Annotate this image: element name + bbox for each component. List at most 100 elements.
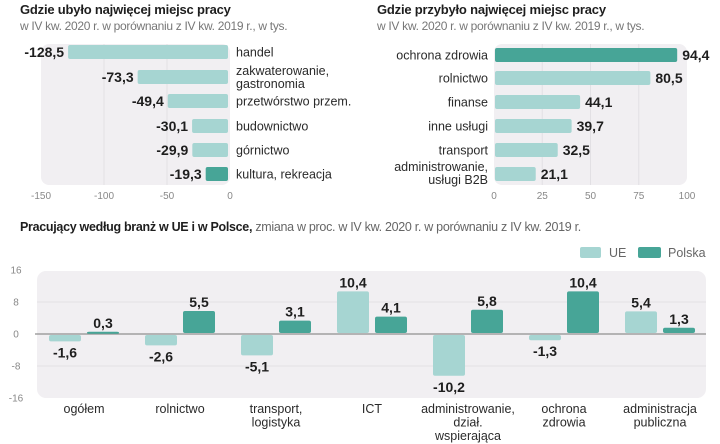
left-x-tick-label: -150 <box>31 191 51 202</box>
left-chart-subtitle: w IV kw. 2020 r. w porównaniu z IV kw. 2… <box>20 19 288 33</box>
right-x-tick-label: 50 <box>585 191 597 202</box>
bottom-y-tick-label: -8 <box>12 362 21 373</box>
left-category-label: przetwórstwo przem. <box>236 95 351 109</box>
bottom-category-label: zdrowia <box>542 416 585 430</box>
right-x-tick-label: 25 <box>537 191 549 202</box>
left-bar <box>68 45 228 59</box>
bar-ue <box>241 335 273 356</box>
bottom-chart-title: Pracujący według branż w UE i w Polsce, <box>20 220 253 234</box>
left-chart-title: Gdzie ubyło najwięcej miejsc pracy <box>20 2 231 17</box>
left-value-label: -73,3 <box>102 69 134 85</box>
bar-value-label-polska: 0,3 <box>93 315 113 331</box>
bar-polska <box>279 320 311 333</box>
legend-label-polska: Polska <box>668 246 706 260</box>
bottom-category-label: administracja <box>623 402 697 416</box>
bar-value-label-ue: 10,4 <box>339 274 366 290</box>
bar-value-label-polska: 4,1 <box>381 300 401 316</box>
bar-value-label-polska: 1,3 <box>669 311 689 327</box>
left-value-label: -19,3 <box>170 166 202 182</box>
bottom-y-tick-label: -16 <box>9 394 24 405</box>
bar-value-label-polska: 5,5 <box>189 294 209 310</box>
left-bar <box>167 94 228 108</box>
right-bar <box>495 143 558 157</box>
right-category-label: transport <box>439 144 489 158</box>
right-x-tick-label: 75 <box>633 191 645 202</box>
right-value-label: 32,5 <box>563 142 590 158</box>
bar-polska <box>471 309 503 333</box>
right-value-label: 80,5 <box>655 70 682 86</box>
bar-value-label-polska: 10,4 <box>569 274 596 290</box>
bottom-category-label: publiczna <box>634 416 687 430</box>
left-value-label: -30,1 <box>156 118 188 134</box>
right-category-label: rolnictwo <box>439 72 488 86</box>
bottom-category-label: wspierająca <box>434 429 501 443</box>
left-category-label: handel <box>236 46 274 60</box>
left-value-label: -49,4 <box>132 93 164 109</box>
right-category-label: usługi B2B <box>428 173 488 187</box>
left-x-tick-label: -100 <box>94 191 114 202</box>
legend-swatch-polska <box>638 247 661 258</box>
bar-value-label-polska: 5,8 <box>477 293 497 309</box>
right-value-label: 21,1 <box>541 166 568 182</box>
left-category-label: budownictwo <box>236 120 308 134</box>
right-bar <box>495 119 572 133</box>
bottom-category-label: rolnictwo <box>155 402 204 416</box>
legend-label-ue: UE <box>609 246 626 260</box>
right-bar <box>495 71 651 85</box>
bar-ue <box>145 335 177 346</box>
bar-polska <box>567 291 599 333</box>
bar-ue <box>337 291 369 333</box>
bottom-category-label: ICT <box>362 402 383 416</box>
bottom-y-tick-label: 8 <box>13 298 19 309</box>
bottom-category-label: dział. <box>453 416 482 430</box>
bar-ue <box>433 335 465 376</box>
right-category-label: ochrona zdrowia <box>396 49 488 63</box>
left-bar <box>192 143 228 157</box>
bottom-chart-subtitle: zmiana w proc. w IV kw. 2020 r. w porówn… <box>255 220 581 234</box>
bar-value-label-ue: -1,6 <box>53 344 77 360</box>
bottom-chart-heading: Pracujący według branż w UE i w Polsce, … <box>20 220 581 234</box>
right-bar <box>495 95 581 109</box>
right-bar <box>495 48 678 62</box>
right-bar <box>495 167 536 181</box>
bottom-category-label: ogółem <box>64 402 105 416</box>
left-value-label: -29,9 <box>156 142 188 158</box>
bar-ue <box>49 335 81 342</box>
right-x-tick-label: 0 <box>491 191 497 202</box>
left-x-tick-label: 0 <box>227 191 233 202</box>
left-bar <box>205 167 228 181</box>
left-x-tick-label: -50 <box>160 191 175 202</box>
bottom-y-tick-label: 16 <box>10 266 22 277</box>
left-category-label: gastronomia <box>236 77 305 91</box>
right-chart-subtitle: w IV kw. 2020 r. w porównaniu z IV kw. 2… <box>377 19 645 33</box>
bar-polska <box>87 331 119 334</box>
bottom-category-label: transport, <box>250 402 303 416</box>
legend-swatch-ue <box>580 247 601 258</box>
bar-value-label-ue: -10,2 <box>433 379 465 395</box>
right-category-label: administrowanie, <box>394 160 488 174</box>
right-category-label: inne usługi <box>428 120 488 134</box>
bar-value-label-ue: -5,1 <box>245 358 269 374</box>
right-category-label: finanse <box>448 96 488 110</box>
left-category-label: kultura, rekreacja <box>236 168 332 182</box>
right-x-tick-label: 100 <box>679 191 696 202</box>
left-bar <box>137 70 228 84</box>
bottom-category-label: administrowanie, <box>421 402 515 416</box>
bottom-y-tick-label: 0 <box>13 330 19 341</box>
bottom-category-label: logistyka <box>252 416 301 430</box>
left-category-label: górnictwo <box>236 144 290 158</box>
bar-value-label-ue: -2,6 <box>149 348 173 364</box>
right-value-label: 44,1 <box>585 94 612 110</box>
right-value-label: 94,4 <box>682 47 709 63</box>
bar-ue <box>529 335 561 341</box>
left-plot-area <box>41 44 230 185</box>
right-chart-title: Gdzie przybyło najwięcej miejsc pracy <box>377 2 606 17</box>
bar-value-label-ue: 5,4 <box>631 294 651 310</box>
bottom-category-label: ochrona <box>541 402 586 416</box>
bar-polska <box>375 316 407 333</box>
bar-polska <box>183 311 215 333</box>
bar-value-label-polska: 3,1 <box>285 304 305 320</box>
left-category-label: zakwaterowanie, <box>236 64 329 78</box>
bar-ue <box>625 311 657 333</box>
